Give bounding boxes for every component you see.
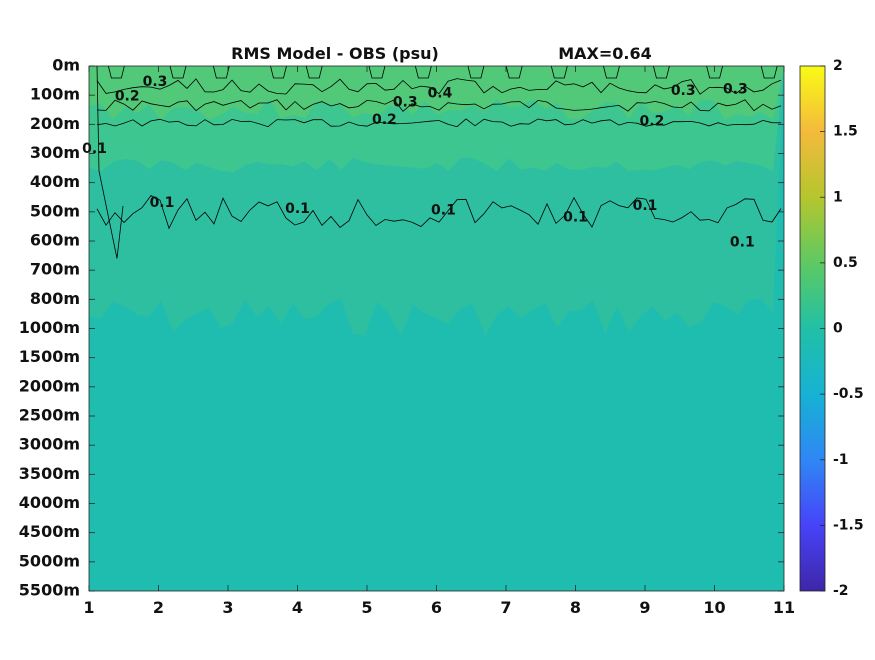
contour-label: 0.2 — [372, 112, 397, 128]
contour-label: 0.1 — [730, 234, 755, 250]
contour-label: 0.3 — [723, 81, 748, 97]
contour-label: 0.1 — [150, 195, 175, 211]
x-tick-label: 8 — [570, 598, 581, 617]
depth-tick-label: 300m — [30, 143, 80, 162]
contour-cell — [505, 66, 523, 79]
colorbar-tick-label: 1.5 — [833, 124, 858, 140]
contour-cell — [368, 66, 386, 79]
heatmap-field — [89, 66, 784, 591]
contour-label: 0.1 — [431, 202, 456, 218]
x-tick-label: 7 — [500, 598, 511, 617]
contour-label: 0.3 — [393, 94, 418, 110]
max-label: MAX=0.64 — [558, 44, 652, 63]
depth-tick-label: 2000m — [19, 376, 80, 395]
depth-tick-label: 5500m — [19, 581, 80, 600]
contour-cell — [603, 66, 620, 79]
x-tick-label: 6 — [431, 598, 442, 617]
depth-tick-label: 3000m — [19, 435, 80, 454]
contour-line-0.1-edge — [96, 66, 124, 259]
contour-cell — [550, 66, 568, 79]
colorbar-tick-label: 0.5 — [833, 255, 858, 271]
depth-tick-label: 100m — [30, 85, 80, 104]
contour-line-0.3 — [96, 99, 782, 112]
contour-cell — [107, 66, 125, 79]
x-tick-label: 2 — [153, 598, 164, 617]
contour-label: 0.1 — [82, 141, 107, 157]
x-axis: 1 2 3 4 5 6 7 8 9 10 11 — [83, 66, 795, 617]
contour-cell — [270, 66, 287, 79]
colorbar-tick-label: 0 — [833, 321, 843, 337]
contour-lines — [96, 66, 782, 259]
contour-cell — [305, 66, 323, 79]
depth-tick-label: 4000m — [19, 493, 80, 512]
contour-label: 0.1 — [285, 201, 310, 217]
x-tick-label: 11 — [773, 598, 795, 617]
depth-tick-label: 2500m — [19, 406, 80, 425]
x-tick-label: 10 — [703, 598, 725, 617]
depth-tick-label: 500m — [30, 201, 80, 220]
contour-label: 0.1 — [633, 198, 658, 214]
depth-tick-label: 600m — [30, 231, 80, 250]
depth-tick-label: 1500m — [19, 347, 80, 366]
contour-labels: 0.30.2 0.30.4 0.3 0.30.2 0.20.10.1 0.1 0.1 0.10… — [82, 74, 755, 250]
depth-tick-label: 800m — [30, 289, 80, 308]
colorbar-tick-label: 1 — [833, 189, 843, 205]
field-surface — [89, 66, 784, 120]
x-tick-label: 5 — [361, 598, 372, 617]
x-tick-label: 9 — [639, 598, 650, 617]
depth-tick-label: 1000m — [19, 318, 80, 337]
contour-cell — [414, 66, 432, 79]
colorbar-ticks: 2 1.5 1 0.5 0 -0.5 -1 -1.5 -2 — [820, 58, 864, 599]
contour-label: 0.4 — [428, 86, 453, 102]
contour-line-0.2 — [96, 118, 782, 128]
x-tick-label: 4 — [292, 598, 303, 617]
colorbar-tick-label: -1 — [833, 452, 849, 468]
colorbar-tick-label: 2 — [833, 58, 843, 74]
depth-axis: 0m 100m 200m 300m 400m 500m 600m 700m 800m 1000m 1… — [19, 56, 784, 600]
contour-label: 0.1 — [563, 210, 588, 226]
colorbar-tick-label: -2 — [833, 583, 849, 599]
depth-tick-label: 4500m — [19, 522, 80, 541]
contour-label: 0.3 — [671, 83, 696, 99]
x-tick-label: 1 — [83, 598, 94, 617]
colorbar-tick-label: -0.5 — [833, 386, 864, 402]
colorbar-tick-label: -1.5 — [833, 517, 864, 533]
contour-cell — [760, 66, 778, 79]
depth-tick-label: 5000m — [19, 551, 80, 570]
contour-cell — [706, 66, 724, 79]
contour-line-0.4 — [96, 78, 782, 95]
contour-label: 0.3 — [143, 74, 168, 90]
depth-tick-label: 400m — [30, 172, 80, 191]
contour-line-0.1 — [96, 194, 782, 230]
contour-cell — [467, 66, 485, 79]
chart-title: RMS Model - OBS (psu) — [231, 44, 439, 63]
depth-tick-label: 700m — [30, 260, 80, 279]
contour-cell — [169, 66, 187, 79]
x-tick-label: 3 — [222, 598, 233, 617]
depth-tick-label: 200m — [30, 114, 80, 133]
contour-label: 0.2 — [640, 113, 665, 129]
contour-cell — [653, 66, 670, 79]
depth-tick-label: 0m — [52, 56, 80, 75]
contour-label: 0.2 — [115, 89, 140, 105]
depth-tick-label: 3500m — [19, 464, 80, 483]
